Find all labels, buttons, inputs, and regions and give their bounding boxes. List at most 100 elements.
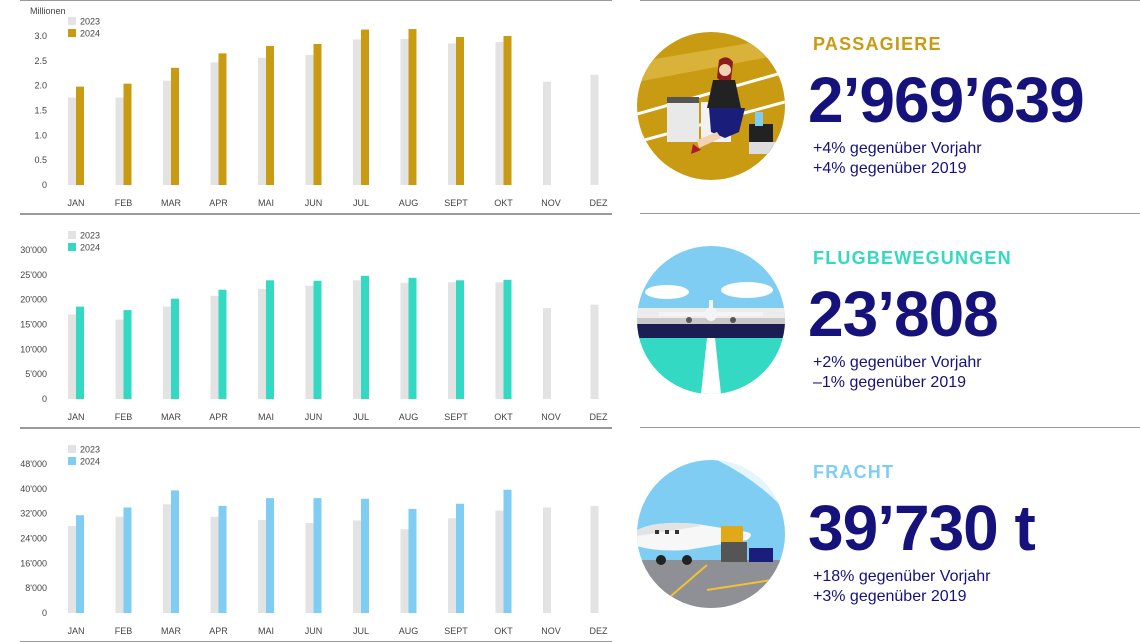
x-tick-label: MAI bbox=[258, 198, 274, 208]
bar-2024-jan bbox=[76, 515, 84, 613]
legend-swatch bbox=[68, 445, 76, 453]
bar-2024-jun bbox=[313, 280, 322, 399]
x-tick-label: MAR bbox=[161, 626, 182, 636]
bar-2024-mar bbox=[171, 298, 179, 399]
x-tick-label: OKT bbox=[494, 626, 513, 636]
x-tick-label: JUN bbox=[305, 198, 323, 208]
y-tick-label: 0 bbox=[42, 180, 47, 190]
flight-movements-kpi-panel: FLUGBEWEGUNGEN 23’808 +2% gegenüber Vorj… bbox=[637, 214, 1140, 428]
legend-label: 2024 bbox=[80, 243, 100, 253]
bar-2023-dez bbox=[590, 304, 599, 399]
bar-2023-jun bbox=[305, 54, 314, 185]
bar-2023-dez bbox=[590, 74, 599, 185]
y-tick-label: 16'000 bbox=[20, 558, 47, 568]
x-tick-label: JAN bbox=[67, 626, 84, 636]
bar-2023-nov bbox=[543, 81, 551, 185]
bar-2023-aug bbox=[400, 529, 409, 613]
bar-2024-feb bbox=[123, 507, 132, 613]
y-tick-label: 3.0 bbox=[34, 31, 47, 41]
bar-2023-apr bbox=[210, 62, 219, 185]
bar-2024-aug bbox=[408, 29, 417, 186]
legend-swatch bbox=[68, 29, 76, 37]
divider bbox=[640, 213, 1140, 214]
x-tick-label: MAI bbox=[258, 412, 274, 422]
bar-2023-mai bbox=[258, 519, 266, 613]
passengers-chart: Millionen 0 0.5 1.0 1.5 2.0 2.5 3.0 2023 2024 JAN F… bbox=[20, 0, 612, 214]
bar-2024-apr bbox=[218, 289, 227, 399]
y-tick-label: 15'000 bbox=[20, 320, 47, 330]
bar-2024-apr bbox=[218, 53, 227, 186]
y-tick-label: 1.5 bbox=[34, 106, 47, 116]
y-tick-label: 2.0 bbox=[34, 81, 47, 91]
kpi-value: 39’730 t bbox=[808, 492, 1036, 564]
kpi-label: PASSAGIERE bbox=[813, 34, 942, 54]
bar-2023-jul bbox=[353, 520, 361, 613]
bar-2023-jun bbox=[305, 522, 314, 613]
x-tick-label: DEZ bbox=[590, 198, 609, 208]
freight-chart: 0 8'000 16'000 24'000 32'000 40'000 48'000 2023… bbox=[20, 428, 612, 642]
bar-2023-sept bbox=[448, 518, 456, 613]
x-tick-label: APR bbox=[209, 626, 228, 636]
airplane-runway-illustration bbox=[637, 246, 785, 394]
passenger-lounge-illustration bbox=[637, 32, 785, 180]
y-tick-label: 0 bbox=[42, 394, 47, 404]
bar-2023-mar bbox=[163, 504, 171, 613]
x-tick-label: SEPT bbox=[444, 198, 468, 208]
bar-2024-jun bbox=[313, 498, 322, 613]
bar-2024-okt bbox=[503, 279, 512, 399]
kpi-change-2019: –1% gegenüber 2019 bbox=[813, 374, 967, 391]
x-tick-label: JAN bbox=[67, 412, 84, 422]
legend-label: 2023 bbox=[80, 17, 100, 27]
bar-2023-jan bbox=[68, 314, 76, 399]
bar-2024-mai bbox=[266, 280, 274, 399]
bar-2024-jul bbox=[361, 498, 369, 613]
bar-2024-mar bbox=[171, 490, 179, 613]
bar-2023-feb bbox=[115, 516, 124, 613]
x-tick-label: JAN bbox=[67, 198, 84, 208]
bar-2024-aug bbox=[408, 277, 417, 399]
kpi-change-previous-year: +4% gegenüber Vorjahr bbox=[813, 140, 982, 157]
legend-swatch bbox=[68, 17, 76, 25]
x-tick-label: AUG bbox=[399, 412, 419, 422]
bar-2023-okt bbox=[495, 41, 504, 186]
bar-2023-mar bbox=[163, 80, 171, 185]
x-tick-label: APR bbox=[209, 412, 228, 422]
y-tick-label: 20'000 bbox=[20, 295, 47, 305]
y-tick-label: 25'000 bbox=[20, 270, 47, 280]
legend-swatch bbox=[68, 457, 76, 465]
y-tick-label: 0.5 bbox=[34, 155, 47, 165]
x-tick-label: MAR bbox=[161, 198, 182, 208]
bar-2023-jan bbox=[68, 526, 76, 613]
x-tick-label: OKT bbox=[494, 198, 513, 208]
bar-2023-nov bbox=[543, 507, 551, 613]
bar-2024-feb bbox=[123, 310, 132, 399]
passengers-kpi-panel: PASSAGIERE 2’969’639 +4% gegenüber Vorja… bbox=[637, 0, 1140, 214]
x-tick-label: DEZ bbox=[590, 412, 609, 422]
bar-2023-okt bbox=[495, 510, 504, 613]
bar-2023-jul bbox=[353, 39, 361, 185]
kpi-value: 23’808 bbox=[808, 278, 999, 350]
bar-2024-apr bbox=[218, 505, 227, 613]
y-axis-label: Millionen bbox=[30, 6, 66, 16]
cargo-loading-illustration bbox=[637, 460, 785, 608]
bar-2023-aug bbox=[400, 38, 409, 186]
y-tick-label: 5'000 bbox=[25, 369, 47, 379]
bar-2023-sept bbox=[448, 282, 456, 399]
bar-2023-feb bbox=[115, 319, 124, 399]
bar-2024-mai bbox=[266, 45, 274, 185]
y-tick-label: 0 bbox=[42, 608, 47, 618]
x-tick-label: OKT bbox=[494, 412, 513, 422]
bar-2024-aug bbox=[408, 509, 417, 613]
legend-label: 2023 bbox=[80, 231, 100, 241]
legend-label: 2024 bbox=[80, 29, 100, 39]
x-tick-label: FEB bbox=[115, 412, 133, 422]
bar-2023-sept bbox=[448, 43, 456, 186]
bar-2024-jul bbox=[361, 275, 369, 399]
bar-2024-jan bbox=[76, 86, 84, 185]
kpi-value: 2’969’639 bbox=[808, 64, 1085, 136]
bar-2023-mar bbox=[163, 306, 171, 399]
x-tick-label: NOV bbox=[541, 626, 561, 636]
bar-2024-sept bbox=[456, 36, 464, 185]
y-tick-label: 32'000 bbox=[20, 509, 47, 519]
bar-2024-mar bbox=[171, 67, 179, 185]
